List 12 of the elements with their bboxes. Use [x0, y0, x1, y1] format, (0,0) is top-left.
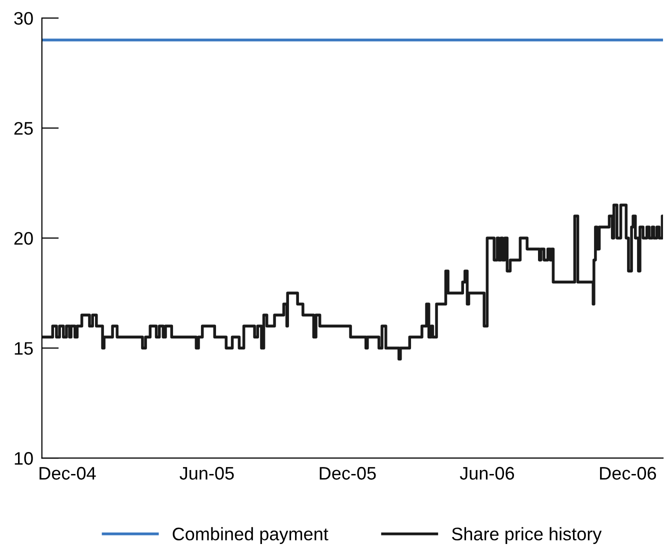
x-tick-label: Dec-05 [320, 466, 376, 480]
y-tick-label: 20 [14, 232, 33, 245]
legend-label: Share price history [452, 527, 602, 544]
x-tick-label: Dec-04 [40, 466, 96, 480]
y-tick-label: 10 [14, 452, 33, 465]
x-tick-label: Dec-06 [600, 466, 656, 480]
x-tick-label: Jun-05 [180, 466, 234, 480]
x-tick-label: Jun-06 [460, 466, 514, 480]
y-tick-label: 15 [14, 342, 33, 355]
legend-label: Combined payment [172, 527, 328, 544]
y-tick-label: 30 [14, 12, 33, 25]
y-tick-label: 25 [14, 122, 33, 135]
